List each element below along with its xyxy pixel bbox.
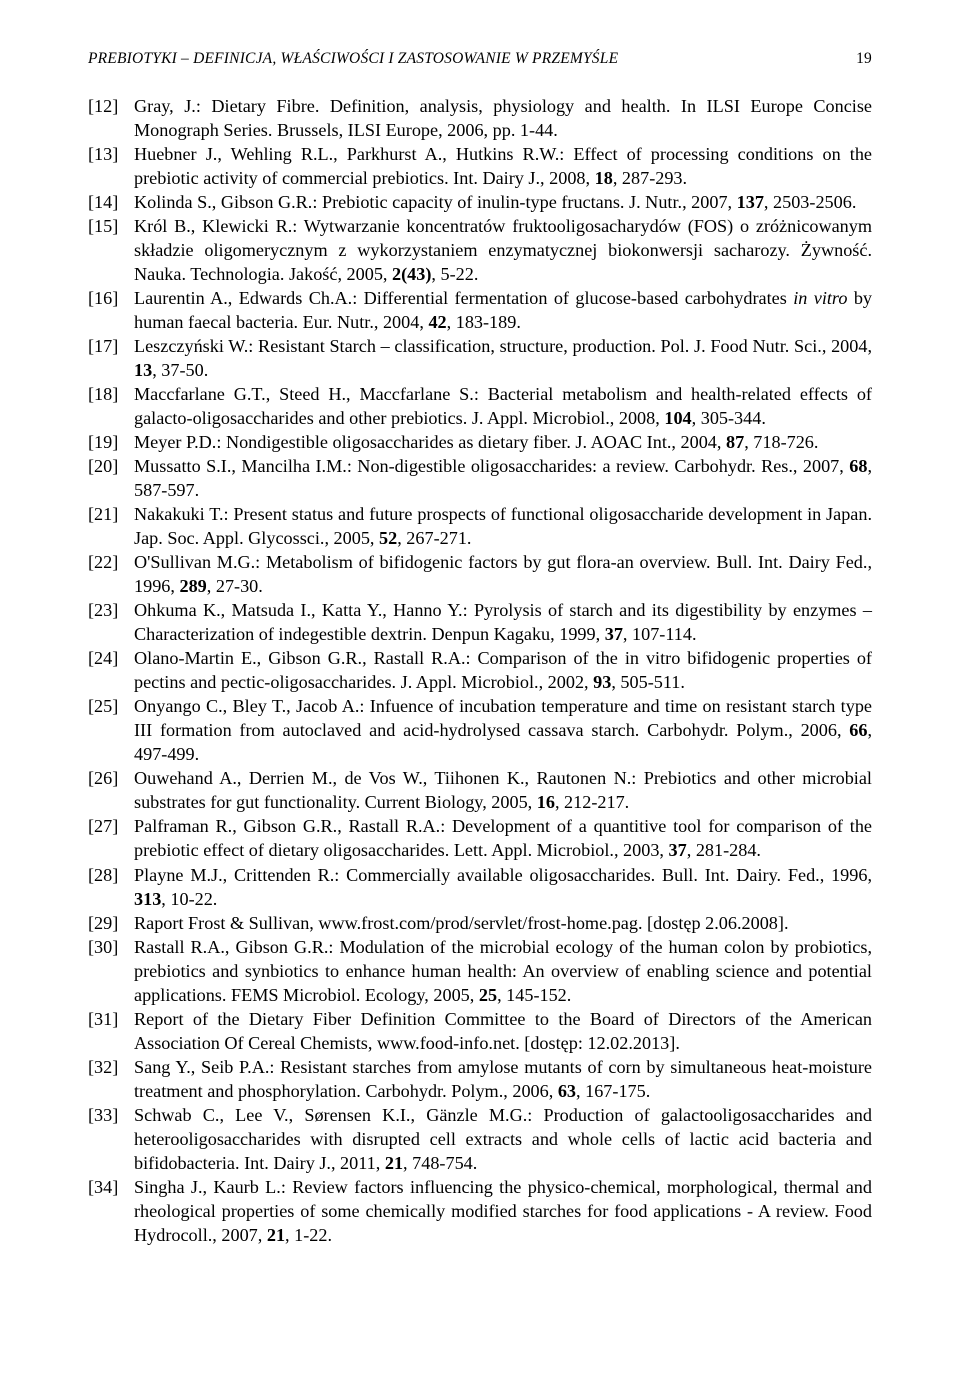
volume-number: 25 xyxy=(479,985,497,1005)
reference-body: Gray, J.: Dietary Fibre. Definition, ana… xyxy=(134,94,872,142)
volume-number: 104 xyxy=(664,408,691,428)
reference-body: Król B., Klewicki R.: Wytwarzanie koncen… xyxy=(134,214,872,286)
volume-number: 52 xyxy=(379,528,397,548)
reference-item: [31]Report of the Dietary Fiber Definiti… xyxy=(88,1007,872,1055)
reference-number: [24] xyxy=(88,646,134,694)
reference-body: Sang Y., Seib P.A.: Resistant starches f… xyxy=(134,1055,872,1103)
reference-number: [32] xyxy=(88,1055,134,1103)
reference-number: [19] xyxy=(88,430,134,454)
reference-number: [17] xyxy=(88,334,134,382)
reference-number: [12] xyxy=(88,94,134,142)
reference-body: Nakakuki T.: Present status and future p… xyxy=(134,502,872,550)
reference-body: Singha J., Kaurb L.: Review factors infl… xyxy=(134,1175,872,1247)
volume-number: 137 xyxy=(737,192,764,212)
page-container: PREBIOTYKI – DEFINICJA, WŁAŚCIWOŚCI I ZA… xyxy=(0,0,960,1393)
reference-body: Leszczyński W.: Resistant Starch – class… xyxy=(134,334,872,382)
reference-body: Onyango C., Bley T., Jacob A.: Infuence … xyxy=(134,694,872,766)
volume-number: 2(43) xyxy=(392,264,431,284)
volume-number: 68 xyxy=(849,456,867,476)
reference-body: Ouwehand A., Derrien M., de Vos W., Tiih… xyxy=(134,766,872,814)
reference-body: O'Sullivan M.G.: Metabolism of bifidogen… xyxy=(134,550,872,598)
reference-item: [19]Meyer P.D.: Nondigestible oligosacch… xyxy=(88,430,872,454)
reference-item: [16]Laurentin A., Edwards Ch.A.: Differe… xyxy=(88,286,872,334)
reference-item: [21]Nakakuki T.: Present status and futu… xyxy=(88,502,872,550)
volume-number: 37 xyxy=(669,840,687,860)
reference-number: [25] xyxy=(88,694,134,766)
page-number: 19 xyxy=(856,50,872,68)
reference-number: [28] xyxy=(88,863,134,911)
reference-number: [29] xyxy=(88,911,134,935)
reference-body: Rastall R.A., Gibson G.R.: Modulation of… xyxy=(134,935,872,1007)
references-list: [12]Gray, J.: Dietary Fibre. Definition,… xyxy=(88,94,872,1247)
reference-number: [15] xyxy=(88,214,134,286)
reference-body: Mussatto S.I., Mancilha I.M.: Non-digest… xyxy=(134,454,872,502)
volume-number: 63 xyxy=(558,1081,576,1101)
running-title: PREBIOTYKI – DEFINICJA, WŁAŚCIWOŚCI I ZA… xyxy=(88,50,618,68)
reference-item: [12]Gray, J.: Dietary Fibre. Definition,… xyxy=(88,94,872,142)
volume-number: 18 xyxy=(595,168,613,188)
reference-body: Playne M.J., Crittenden R.: Commercially… xyxy=(134,863,872,911)
volume-number: 313 xyxy=(134,889,161,909)
reference-number: [31] xyxy=(88,1007,134,1055)
reference-item: [15]Król B., Klewicki R.: Wytwarzanie ko… xyxy=(88,214,872,286)
reference-number: [26] xyxy=(88,766,134,814)
reference-number: [33] xyxy=(88,1103,134,1175)
volume-number: 42 xyxy=(428,312,446,332)
reference-number: [14] xyxy=(88,190,134,214)
volume-number: 21 xyxy=(385,1153,403,1173)
volume-number: 289 xyxy=(179,576,206,596)
reference-item: [13]Huebner J., Wehling R.L., Parkhurst … xyxy=(88,142,872,190)
reference-item: [26]Ouwehand A., Derrien M., de Vos W., … xyxy=(88,766,872,814)
reference-number: [34] xyxy=(88,1175,134,1247)
reference-item: [27]Palframan R., Gibson G.R., Rastall R… xyxy=(88,814,872,862)
reference-number: [21] xyxy=(88,502,134,550)
reference-item: [14]Kolinda S., Gibson G.R.: Prebiotic c… xyxy=(88,190,872,214)
volume-number: 93 xyxy=(593,672,611,692)
reference-body: Ohkuma K., Matsuda I., Katta Y., Hanno Y… xyxy=(134,598,872,646)
reference-item: [32]Sang Y., Seib P.A.: Resistant starch… xyxy=(88,1055,872,1103)
reference-item: [20]Mussatto S.I., Mancilha I.M.: Non-di… xyxy=(88,454,872,502)
reference-body: Raport Frost & Sullivan, www.frost.com/p… xyxy=(134,911,872,935)
italic-text: in vitro xyxy=(793,288,847,308)
reference-body: Report of the Dietary Fiber Definition C… xyxy=(134,1007,872,1055)
reference-body: Schwab C., Lee V., Sørensen K.I., Gänzle… xyxy=(134,1103,872,1175)
reference-body: Palframan R., Gibson G.R., Rastall R.A.:… xyxy=(134,814,872,862)
volume-number: 87 xyxy=(726,432,744,452)
reference-item: [33]Schwab C., Lee V., Sørensen K.I., Gä… xyxy=(88,1103,872,1175)
reference-number: [18] xyxy=(88,382,134,430)
reference-item: [23]Ohkuma K., Matsuda I., Katta Y., Han… xyxy=(88,598,872,646)
volume-number: 13 xyxy=(134,360,152,380)
reference-item: [29]Raport Frost & Sullivan, www.frost.c… xyxy=(88,911,872,935)
reference-item: [28]Playne M.J., Crittenden R.: Commerci… xyxy=(88,863,872,911)
running-header: PREBIOTYKI – DEFINICJA, WŁAŚCIWOŚCI I ZA… xyxy=(88,50,872,68)
reference-number: [23] xyxy=(88,598,134,646)
reference-number: [16] xyxy=(88,286,134,334)
reference-body: Maccfarlane G.T., Steed H., Maccfarlane … xyxy=(134,382,872,430)
reference-item: [22]O'Sullivan M.G.: Metabolism of bifid… xyxy=(88,550,872,598)
reference-body: Huebner J., Wehling R.L., Parkhurst A., … xyxy=(134,142,872,190)
reference-number: [27] xyxy=(88,814,134,862)
reference-number: [13] xyxy=(88,142,134,190)
reference-item: [30]Rastall R.A., Gibson G.R.: Modulatio… xyxy=(88,935,872,1007)
reference-item: [24]Olano-Martin E., Gibson G.R., Rastal… xyxy=(88,646,872,694)
reference-number: [20] xyxy=(88,454,134,502)
reference-number: [22] xyxy=(88,550,134,598)
reference-item: [17]Leszczyński W.: Resistant Starch – c… xyxy=(88,334,872,382)
volume-number: 66 xyxy=(849,720,867,740)
reference-body: Meyer P.D.: Nondigestible oligosaccharid… xyxy=(134,430,872,454)
reference-item: [34]Singha J., Kaurb L.: Review factors … xyxy=(88,1175,872,1247)
reference-body: Kolinda S., Gibson G.R.: Prebiotic capac… xyxy=(134,190,872,214)
reference-item: [18]Maccfarlane G.T., Steed H., Maccfarl… xyxy=(88,382,872,430)
reference-item: [25]Onyango C., Bley T., Jacob A.: Infue… xyxy=(88,694,872,766)
reference-number: [30] xyxy=(88,935,134,1007)
volume-number: 16 xyxy=(537,792,555,812)
reference-body: Laurentin A., Edwards Ch.A.: Differentia… xyxy=(134,286,872,334)
volume-number: 37 xyxy=(605,624,623,644)
reference-body: Olano-Martin E., Gibson G.R., Rastall R.… xyxy=(134,646,872,694)
volume-number: 21 xyxy=(267,1225,285,1245)
